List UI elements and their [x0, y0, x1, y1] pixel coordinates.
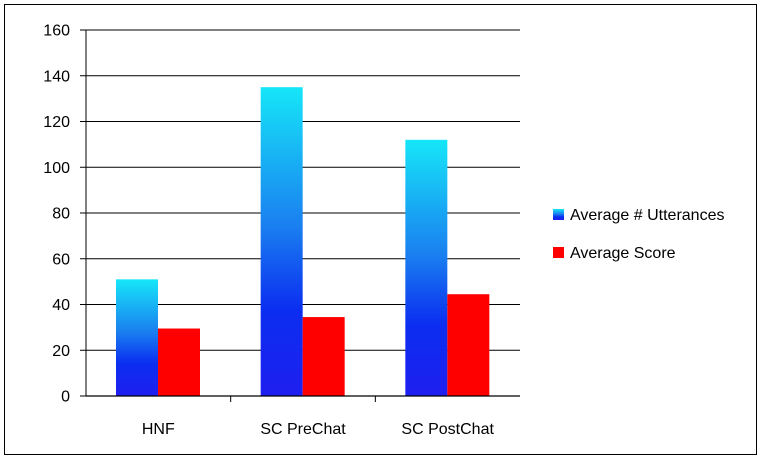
y-tick-label: 160 — [43, 23, 70, 40]
bar-chart: 0 20 40 60 80 100 120 140 160 HNF SC PreChat SC Po… — [43, 23, 724, 439]
bar-score-1 — [302, 317, 345, 396]
bar-utterances-0 — [116, 279, 158, 396]
y-tick-label: 80 — [52, 206, 70, 223]
legend-swatch-score — [553, 247, 564, 258]
bar-utterances-2 — [405, 139, 448, 397]
y-tick-label: 40 — [52, 297, 70, 314]
x-axis-category-labels: HNF SC PreChat SC PostChat — [142, 421, 495, 438]
bar-score-0 — [158, 328, 200, 396]
y-tick-label: 140 — [43, 68, 70, 85]
y-tick-label: 0 — [61, 389, 70, 406]
x-category-label: HNF — [142, 421, 175, 438]
y-tick-label: 100 — [43, 160, 70, 177]
bar-score-2 — [447, 294, 490, 396]
x-category-label: SC PreChat — [260, 421, 346, 438]
legend-swatch-utterances — [553, 209, 564, 220]
bar-utterances-1 — [260, 87, 303, 396]
y-axis-tick-labels: 0 20 40 60 80 100 120 140 160 — [43, 23, 70, 406]
chart-frame: 0 20 40 60 80 100 120 140 160 HNF SC PreChat SC Po… — [4, 4, 757, 455]
y-tick-label: 120 — [43, 114, 70, 131]
y-tick-label: 60 — [52, 251, 70, 268]
x-category-label: SC PostChat — [401, 421, 494, 438]
axes — [80, 29, 520, 402]
legend: Average # Utterances Average Score — [553, 207, 724, 262]
y-tick-label: 20 — [52, 343, 70, 360]
bars — [116, 87, 490, 397]
legend-label: Average Score — [570, 245, 676, 262]
legend-label: Average # Utterances — [570, 207, 724, 224]
gridlines — [86, 29, 520, 351]
